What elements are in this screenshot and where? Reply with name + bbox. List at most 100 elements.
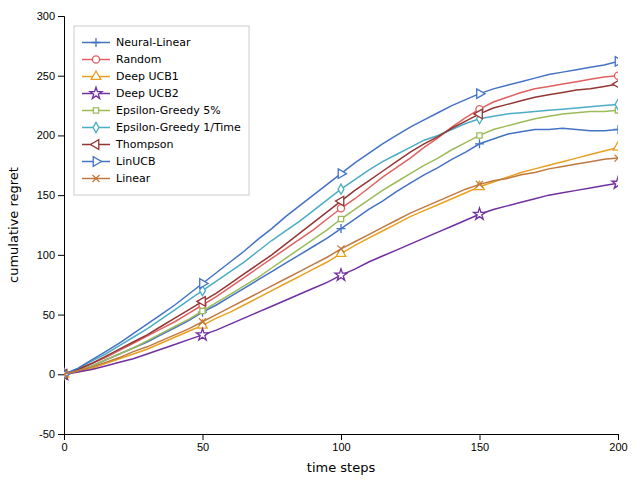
marker — [335, 269, 347, 280]
marker — [338, 245, 345, 252]
tick-label: 200 — [609, 441, 627, 453]
legend: Neural-Linear Random Deep UCB1 Deep UCB2 Eps… — [74, 26, 249, 195]
tick-mark — [58, 76, 64, 77]
tick: 50 — [197, 434, 209, 453]
tick-mark — [58, 135, 64, 136]
legend-marker — [93, 122, 99, 132]
plot-area — [64, 57, 618, 380]
legend-marker — [93, 108, 98, 113]
legend-marker — [93, 157, 101, 167]
series — [64, 108, 618, 377]
marker — [338, 216, 343, 221]
marker — [615, 57, 618, 67]
tick: 250 — [37, 70, 64, 82]
line — [64, 84, 618, 374]
legend-item: Epsilon-Greedy 1/Time — [82, 121, 241, 134]
tick: 200 — [609, 434, 627, 453]
tick: 50 — [43, 309, 64, 321]
legend-label: Epsilon-Greedy 5% — [116, 104, 221, 117]
x-axis-title: time steps — [307, 460, 376, 475]
marker — [197, 297, 205, 307]
legend-item: Random — [82, 53, 162, 66]
legend-item: Deep UCB1 — [82, 70, 179, 83]
legend-label: Linear — [116, 172, 151, 185]
y-axis: -50 0 50 100 150 200 250 300 — [37, 10, 65, 440]
marker — [477, 89, 485, 99]
legend-frame — [74, 26, 249, 195]
series — [64, 79, 618, 379]
marker — [198, 308, 207, 317]
tick: -50 — [39, 428, 64, 440]
chart: 0 50 100 150 200 -50 0 50 100 150 200 250 300 time st… — [0, 0, 640, 484]
tick-label: 250 — [37, 70, 55, 82]
legend-marker — [91, 71, 101, 79]
tick: 0 — [61, 434, 67, 453]
y-axis-title: cumulative regret — [6, 167, 21, 283]
legend-label: LinUCB — [116, 155, 155, 168]
marker — [614, 125, 619, 134]
tick-mark — [618, 434, 619, 440]
line — [64, 183, 618, 374]
series — [64, 57, 618, 380]
line — [64, 128, 618, 374]
tick-mark — [203, 434, 204, 440]
tick: 300 — [37, 10, 64, 22]
marker — [615, 99, 618, 109]
legend-item: Linear — [82, 172, 151, 185]
legend-item: LinUCB — [82, 155, 155, 168]
tick-label: 300 — [37, 10, 55, 22]
tick: 150 — [37, 189, 64, 201]
tick: 0 — [49, 368, 64, 380]
legend-marker — [92, 56, 99, 63]
legend-label: Deep UCB1 — [116, 70, 179, 83]
legend-marker — [92, 38, 101, 47]
marker — [475, 139, 484, 148]
tick: 100 — [37, 249, 64, 261]
marker — [474, 109, 482, 119]
marker — [200, 308, 205, 313]
marker — [338, 184, 344, 194]
tick-mark — [480, 434, 481, 440]
series — [64, 177, 618, 380]
marker — [64, 371, 68, 378]
tick-label: 0 — [61, 441, 67, 453]
legend-marker — [90, 87, 102, 98]
legend-marker — [90, 140, 98, 150]
marker — [615, 155, 619, 162]
legend-label: Epsilon-Greedy 1/Time — [116, 121, 241, 134]
tick-label: 50 — [197, 441, 209, 453]
tick-mark — [58, 315, 64, 316]
tick-label: 150 — [471, 441, 489, 453]
tick-mark — [341, 434, 342, 440]
series — [64, 99, 618, 379]
legend-item: Thompson — [82, 138, 174, 151]
tick-mark — [58, 255, 64, 256]
tick-label: 150 — [37, 189, 55, 201]
legend-label: Thompson — [115, 138, 174, 151]
tick-label: 50 — [43, 309, 55, 321]
tick-mark — [58, 374, 64, 375]
legend-item: Neural-Linear — [82, 36, 191, 49]
tick-label: 100 — [332, 441, 350, 453]
tick-mark — [58, 195, 64, 196]
marker — [476, 181, 483, 188]
line — [64, 104, 618, 374]
marker — [337, 224, 346, 233]
axis-domain — [58, 17, 65, 435]
tick-mark — [58, 434, 64, 435]
marker — [199, 318, 206, 325]
tick-label: 0 — [49, 368, 55, 380]
tick: 200 — [37, 129, 64, 141]
marker — [613, 142, 618, 150]
tick: 150 — [471, 434, 489, 453]
marker — [473, 208, 485, 219]
legend-label: Deep UCB2 — [116, 87, 179, 100]
line — [64, 76, 618, 375]
marker — [477, 133, 482, 138]
marker — [338, 169, 346, 179]
legend-marker — [93, 175, 100, 182]
marker — [612, 79, 618, 89]
legend-label: Random — [116, 53, 162, 66]
tick-label: -50 — [39, 428, 55, 440]
legend-label: Neural-Linear — [116, 36, 191, 49]
